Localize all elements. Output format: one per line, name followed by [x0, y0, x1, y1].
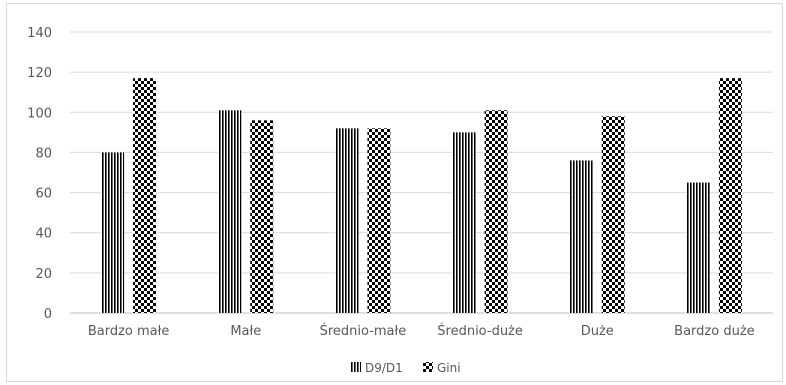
x-category-label: Średnio-duże — [437, 323, 523, 339]
legend-label-gini: Gini — [437, 361, 461, 375]
legend: D9/D1 Gini — [351, 361, 461, 375]
y-tick-label: 0 — [44, 307, 52, 322]
x-category-label: Duże — [581, 324, 614, 339]
x-category-label: Bardzo małe — [88, 324, 170, 339]
y-tick-label: 100 — [27, 106, 52, 121]
y-axis-ticks: 0 20 40 60 80 100 120 140 — [27, 26, 52, 322]
bar-d9d1-3 — [452, 132, 476, 313]
bar-d9d1-5 — [686, 182, 710, 313]
bars — [101, 78, 742, 314]
bar-gini-3 — [484, 110, 508, 314]
legend-swatch-d9d1 — [351, 362, 361, 372]
bar-gini-5 — [718, 78, 742, 314]
y-tick-label: 120 — [27, 66, 52, 81]
bar-d9d1-2 — [335, 128, 359, 313]
bar-d9d1-4 — [569, 160, 593, 313]
legend-label-d9d1: D9/D1 — [365, 361, 403, 375]
y-tick-label: 140 — [27, 26, 52, 41]
x-category-label: Małe — [230, 324, 261, 339]
legend-swatch-gini — [423, 362, 433, 372]
gridlines — [70, 31, 773, 314]
y-tick-label: 20 — [35, 267, 52, 282]
bar-gini-1 — [250, 120, 274, 313]
bar-gini-2 — [367, 128, 391, 313]
bar-d9d1-0 — [101, 152, 125, 313]
y-tick-label: 80 — [35, 146, 52, 161]
x-axis-categories: Bardzo małe Małe Średnio-małe Średnio-duże D… — [88, 323, 755, 339]
x-category-label: Średnio-małe — [320, 323, 407, 339]
bar-gini-4 — [601, 116, 625, 313]
y-tick-label: 40 — [35, 227, 52, 242]
x-category-label: Bardzo duże — [674, 324, 754, 339]
bar-d9d1-1 — [218, 110, 242, 314]
y-tick-label: 60 — [35, 187, 52, 202]
bar-gini-0 — [133, 78, 157, 314]
